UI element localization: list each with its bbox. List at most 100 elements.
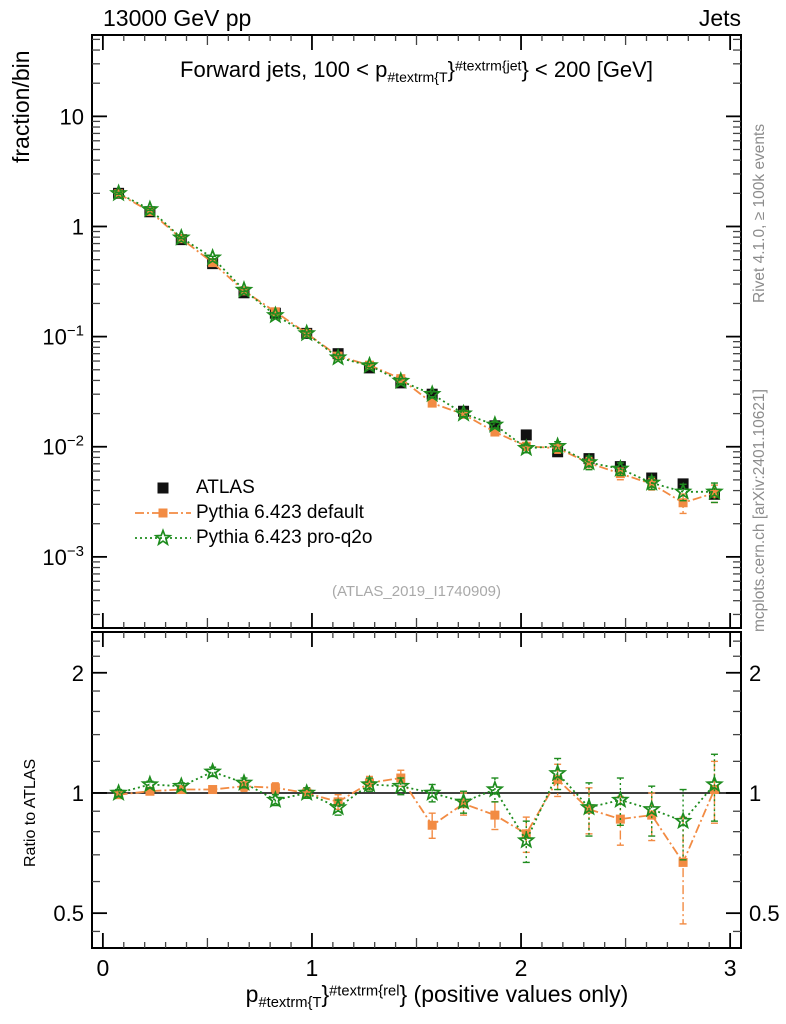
ratio-pythia-proq2o-marker: [642, 799, 662, 818]
series-pythia-proq2o-marker: [642, 472, 662, 491]
x-tick-label: 2: [515, 955, 528, 981]
title-brace2: }: [521, 57, 529, 82]
ratio-pythia-proq2o-marker: [234, 772, 254, 791]
ratio-y-tick-label-left: 0.5: [53, 901, 84, 926]
ratio-pythia-proq2o-marker: [673, 811, 693, 830]
title-subscript: #textrm{T: [387, 69, 448, 86]
series-pythia-default-marker: [709, 488, 719, 498]
ratio-pythia-default-marker: [647, 810, 657, 820]
ratio-pythia-default-marker: [459, 799, 469, 809]
series-pythia-default-marker: [678, 498, 688, 508]
series-pythia-proq2o-marker: [579, 452, 599, 471]
series-pythia-proq2o-marker: [454, 403, 473, 422]
ratio-y-tick-label-right: 0.5: [749, 901, 780, 926]
ratio-pythia-proq2o-marker: [140, 774, 160, 793]
title-superscript: #textrm{jet: [454, 57, 522, 74]
ratio-y-tick-label-left: 1: [72, 781, 84, 806]
main-y-tick-label: 10−2: [42, 433, 84, 460]
y-axis-title: fraction/bin: [8, 50, 34, 163]
series-pythia-default-marker: [208, 258, 218, 268]
xlabel-superscript: #textrm{rel: [329, 983, 400, 1000]
ratio-pythia-proq2o-marker: [297, 783, 317, 801]
ratio-pythia-default-marker: [490, 810, 500, 820]
ratio-pythia-proq2o-marker: [579, 797, 599, 816]
main-y-tick-label: 1: [72, 214, 84, 239]
series-pythia-default-marker: [270, 307, 280, 317]
main-y-tick-label: 10−1: [42, 323, 84, 350]
ratio-pythia-default-marker: [208, 785, 218, 795]
series-pythia-proq2o-marker: [548, 436, 568, 455]
ratio-pythia-proq2o-marker: [422, 783, 442, 801]
series-pythia-default-marker: [427, 398, 437, 408]
title-brace: }: [447, 57, 455, 82]
analysis-group-label: Jets: [698, 5, 741, 31]
series-atlas-marker: [520, 429, 532, 441]
ratio-pythia-proq2o-marker: [171, 776, 191, 795]
legend-atlas-marker: [157, 482, 169, 494]
xlabel-subscript: #textrm{T: [258, 995, 322, 1012]
ratio-axis-title: Ratio to ATLAS: [22, 758, 39, 867]
plot-title: Forward jets, 100 < p#textrm{T}#textrm{j…: [92, 57, 741, 85]
main-y-tick-label: 10−3: [42, 543, 84, 570]
series-pythia-proq2o-marker: [203, 247, 223, 266]
ratio-pythia-default-marker: [145, 786, 155, 796]
title-text2: < 200 [GeV]: [528, 57, 653, 82]
series-pythia-proq2o-marker: [516, 438, 536, 457]
series-pythia-proq2o-marker: [359, 355, 379, 374]
series-atlas-marker: [426, 388, 438, 400]
ratio-pythia-proq2o-marker: [265, 790, 285, 809]
ratio-pythia-proq2o-marker: [485, 779, 505, 798]
ratio-y-tick-label-right: 2: [749, 661, 761, 686]
series-pythia-default-marker: [145, 206, 155, 216]
series-pythia-proq2o-marker: [297, 323, 317, 342]
xlabel-text: p: [245, 981, 259, 1007]
series-pythia-default-line: [118, 193, 715, 504]
series-pythia-proq2o-marker: [171, 227, 191, 246]
legend-pythia-default-marker: [158, 508, 168, 518]
legend-pythia-proq2o-marker: [153, 528, 173, 547]
series-pythia-proq2o-marker: [109, 183, 129, 202]
series-pythia-proq2o-marker: [265, 305, 285, 324]
beam-energy-label: 13000 GeV pp: [103, 5, 252, 31]
ratio-pythia-default-marker: [270, 783, 280, 793]
series-pythia-proq2o-marker: [485, 414, 505, 433]
ratio-pythia-proq2o-marker: [203, 761, 223, 780]
legend-label-pythia-default: Pythia 6.423 default: [196, 502, 364, 523]
ratio-pythia-default-line: [118, 777, 716, 865]
series-pythia-proq2o-line: [118, 192, 715, 493]
series-pythia-proq2o-marker: [422, 384, 442, 403]
legend-label-pythia-proq2o: Pythia 6.423 pro-q2o: [196, 527, 373, 548]
x-tick-label: 3: [724, 955, 737, 981]
x-tick-label: 1: [306, 955, 319, 981]
x-axis-title: p#textrm{T}#textrm{rel} (positive values…: [92, 981, 782, 1011]
ratio-pythia-proq2o-marker: [391, 776, 411, 795]
ratio-y-tick-label-left: 2: [72, 661, 84, 686]
series-pythia-default-marker: [490, 427, 500, 437]
series-pythia-proq2o-marker: [673, 481, 693, 500]
mcplots-arxiv-note: mcplots.cern.ch [arXiv:2401.10621]: [751, 389, 768, 632]
main-y-tick-label: 10: [60, 104, 84, 129]
ratio-pythia-proq2o-marker: [328, 797, 348, 816]
ratio-y-tick-label-right: 1: [749, 781, 761, 806]
series-pythia-proq2o-marker: [328, 347, 348, 366]
ratio-pythia-proq2o-line: [118, 770, 716, 843]
title-text: Forward jets, 100 < p: [180, 57, 388, 82]
x-tick-label: 0: [96, 955, 109, 981]
ratio-pythia-proq2o-marker: [548, 763, 568, 782]
ratio-pythia-proq2o-marker: [454, 791, 474, 810]
xlabel-brace2: }: [399, 981, 408, 1007]
ratio-pythia-proq2o-marker: [704, 774, 724, 793]
xlabel-text2: (positive values only): [407, 981, 629, 1007]
ratio-pythia-proq2o-marker: [109, 783, 129, 801]
legend-label-atlas: ATLAS: [196, 477, 255, 498]
xlabel-brace: }: [321, 981, 330, 1007]
ratio-pythia-proq2o-marker: [610, 790, 630, 809]
series-pythia-default-marker: [521, 441, 531, 451]
ratio-pythia-default-marker: [678, 857, 688, 867]
analysis-id-watermark: (ATLAS_2019_I1740909): [331, 583, 501, 600]
ratio-pythia-proq2o-marker: [516, 830, 536, 849]
series-atlas-marker: [614, 461, 626, 473]
series-pythia-proq2o-marker: [391, 371, 411, 390]
series-pythia-proq2o-marker: [234, 280, 254, 299]
